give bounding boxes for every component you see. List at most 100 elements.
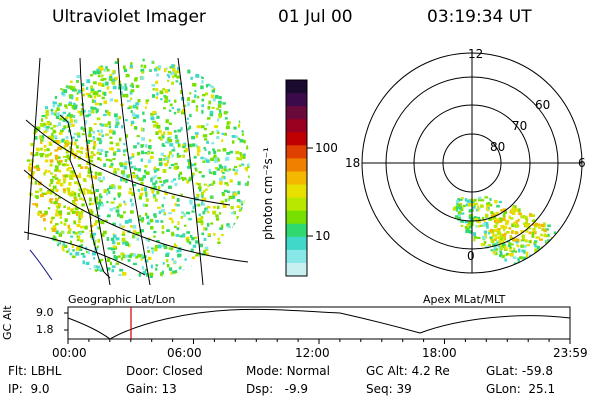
image-pixel <box>499 235 504 238</box>
image-pixel <box>69 80 73 83</box>
image-pixel <box>171 258 174 261</box>
image-pixel <box>57 240 61 244</box>
image-pixel <box>556 242 559 245</box>
image-pixel <box>550 249 555 254</box>
image-pixel <box>208 183 213 186</box>
image-pixel <box>109 73 113 78</box>
image-pixel <box>155 66 159 69</box>
image-pixel <box>96 102 100 106</box>
image-pixel <box>90 210 94 215</box>
image-pixel <box>167 137 170 141</box>
colorbar-tick-10: 10 <box>315 229 331 243</box>
image-pixel <box>98 152 102 156</box>
image-pixel <box>109 136 113 139</box>
image-pixel <box>63 179 66 184</box>
image-pixel <box>150 247 154 250</box>
image-pixel <box>172 146 175 150</box>
image-pixel <box>135 255 139 259</box>
image-pixel <box>187 102 190 107</box>
image-pixel <box>237 190 240 195</box>
image-pixel <box>94 196 98 200</box>
image-pixel <box>526 255 529 258</box>
image-pixel <box>172 67 176 72</box>
image-pixel <box>508 215 511 219</box>
image-pixel <box>131 202 134 207</box>
image-pixel <box>100 123 105 127</box>
image-pixel <box>505 219 510 224</box>
image-pixel <box>106 258 111 262</box>
image-pixel <box>120 252 125 256</box>
image-pixel <box>108 125 111 129</box>
image-pixel <box>160 220 164 223</box>
image-pixel <box>537 236 541 239</box>
image-pixel <box>147 250 150 253</box>
image-pixel <box>134 77 138 80</box>
image-pixel <box>473 216 476 220</box>
image-pixel <box>52 175 56 179</box>
image-pixel <box>118 203 122 207</box>
image-pixel <box>75 212 78 217</box>
image-pixel <box>567 248 571 252</box>
image-pixel <box>171 64 175 69</box>
image-pixel <box>69 193 74 197</box>
image-pixel <box>142 111 145 115</box>
image-pixel <box>43 172 46 176</box>
image-pixel <box>509 237 514 240</box>
image-pixel <box>58 156 61 160</box>
image-pixel <box>194 162 197 166</box>
image-pixel <box>132 183 137 187</box>
image-pixel <box>211 142 215 145</box>
image-pixel <box>558 260 562 264</box>
image-pixel <box>162 262 165 265</box>
image-pixel <box>173 178 177 181</box>
image-pixel <box>103 113 107 117</box>
image-pixel <box>553 274 556 276</box>
image-pixel <box>224 165 227 169</box>
image-pixel <box>537 251 540 255</box>
image-pixel <box>198 218 203 221</box>
image-pixel <box>80 252 85 256</box>
image-pixel <box>561 271 565 273</box>
image-pixel <box>205 188 208 191</box>
image-pixel <box>121 86 125 90</box>
image-pixel <box>560 258 565 262</box>
image-pixel <box>204 138 208 141</box>
image-pixel <box>553 260 557 264</box>
image-pixel <box>203 250 207 254</box>
image-pixel <box>194 94 197 98</box>
image-pixel <box>169 65 172 69</box>
meridian-line <box>117 57 151 285</box>
image-pixel <box>457 211 461 215</box>
image-pixel <box>130 62 133 65</box>
image-pixel <box>166 229 170 232</box>
image-pixel <box>69 146 72 150</box>
image-pixel <box>54 168 58 172</box>
image-pixel <box>538 252 542 255</box>
image-pixel <box>511 207 515 211</box>
image-pixel <box>144 171 147 174</box>
image-pixel <box>58 131 63 135</box>
image-pixel <box>135 84 140 88</box>
image-pixel <box>209 112 214 117</box>
image-pixel <box>153 235 156 238</box>
image-pixel <box>216 107 219 111</box>
image-pixel <box>524 264 527 267</box>
image-pixel <box>145 212 148 217</box>
image-pixel <box>140 127 144 132</box>
image-pixel <box>85 153 90 157</box>
image-pixel <box>67 248 71 252</box>
image-pixel <box>515 250 518 253</box>
image-pixel <box>115 117 119 122</box>
image-pixel <box>30 177 34 180</box>
image-pixel <box>93 107 97 110</box>
image-pixel <box>92 91 97 94</box>
image-pixel <box>202 134 207 138</box>
image-pixel <box>93 153 96 157</box>
image-pixel <box>177 129 181 133</box>
image-pixel <box>223 189 228 193</box>
image-pixel <box>52 225 57 229</box>
image-pixel <box>114 113 118 118</box>
image-pixel <box>168 267 173 271</box>
image-pixel <box>103 100 108 105</box>
image-pixel <box>112 85 117 90</box>
